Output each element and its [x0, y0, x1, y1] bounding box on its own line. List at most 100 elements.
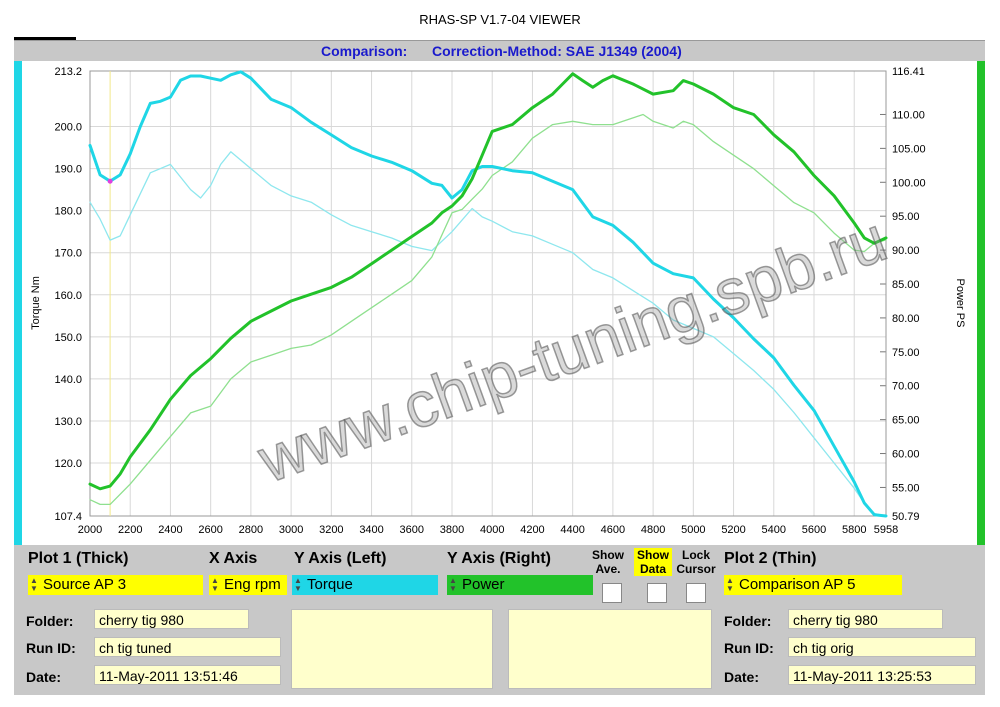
yright-select[interactable]: ▲ ▼ Power	[447, 575, 593, 595]
yleft-select[interactable]: ▲ ▼ Torque	[292, 575, 438, 595]
dyno-chart[interactable]: 2000 2200 2400 2600 2800 3000 3200 3400 3600 3800…	[22, 61, 977, 545]
y-right-tick-label: 105.00	[892, 143, 926, 155]
run1-folder-label: Folder:	[26, 613, 74, 629]
x-tick-label: 4200	[520, 524, 544, 536]
chart-ticks: 2000 2200 2400 2600 2800 3000 3200 3400 3600 3800…	[54, 66, 925, 536]
y-left-tick-label: 150.0	[54, 332, 82, 344]
run1-date-field: 11-May-2011 13:51:46	[94, 665, 281, 685]
show-data-checkbox[interactable]	[647, 583, 667, 603]
x-tick-label: 3400	[359, 524, 383, 536]
show-ave-checkbox[interactable]	[602, 583, 622, 603]
run2-date-field: 11-May-2011 13:25:53	[788, 665, 976, 685]
run1-runid-label: Run ID:	[26, 640, 76, 656]
x-tick-label: 4600	[601, 524, 625, 536]
lock-cursor-checkbox[interactable]	[686, 583, 706, 603]
y-right-tick-label: 75.00	[892, 347, 920, 359]
run1-date-label: Date:	[26, 669, 62, 685]
y-left-tick-label: 107.4	[54, 511, 82, 523]
y-left-tick-label: 190.0	[54, 164, 82, 176]
x-tick-label: 3200	[319, 524, 343, 536]
y-right-tick-label: 65.00	[892, 415, 920, 427]
y-right-tick-label: 116.41	[892, 66, 925, 78]
spinner-icon: ▲ ▼	[726, 576, 734, 593]
spinner-icon: ▲ ▼	[211, 576, 219, 593]
plot-frame	[89, 70, 887, 517]
y-right-tick-label: 85.00	[892, 279, 920, 291]
left-axis-label: Torque Nm	[30, 276, 42, 330]
x-tick-label: 5600	[802, 524, 826, 536]
x-tick-label: 2400	[158, 524, 182, 536]
show-ave-label: Show Ave.	[592, 548, 624, 576]
lock-cursor-label: Lock Cursor	[676, 548, 716, 576]
x-tick-label: 2800	[239, 524, 263, 536]
comparison-label: Comparison:	[321, 43, 408, 59]
plot2-source-value: Comparison AP 5	[739, 576, 856, 593]
x-tick-label: 5200	[721, 524, 745, 536]
window-title: RHAS-SP V1.7-04 VIEWER	[419, 12, 581, 27]
spinner-icon: ▲ ▼	[449, 576, 457, 593]
y-left-tick-label: 140.0	[54, 374, 82, 386]
notes-box-1	[291, 609, 493, 689]
y-left-tick-label: 120.0	[54, 458, 82, 470]
torque-thin-line	[89, 151, 887, 517]
x-tick-label: 5400	[762, 524, 786, 536]
x-tick-label: 5000	[681, 524, 705, 536]
plot1-heading: Plot 1 (Thick)	[28, 550, 129, 567]
y-left-tick-label: 213.2	[54, 66, 82, 78]
torque-thick-line	[88, 70, 888, 518]
x-tick-label: 4400	[560, 524, 584, 536]
x-tick-label: 3000	[279, 524, 303, 536]
x-tick-label: 3800	[440, 524, 464, 536]
run2-runid-field: ch tig orig	[788, 637, 976, 657]
x-tick-label: 4800	[641, 524, 665, 536]
y-left-tick-label: 130.0	[54, 416, 82, 428]
power-thick-line	[88, 72, 888, 491]
right-axis-label: Power PS	[954, 279, 966, 328]
spinner-icon: ▲ ▼	[30, 576, 38, 593]
y-right-tick-label: 60.00	[892, 449, 920, 461]
power-thin-line	[89, 113, 887, 506]
correction-method-label: Correction-Method: SAE J1349 (2004)	[432, 43, 682, 59]
comparison-header: Comparison: Correction-Method: SAE J1349…	[14, 40, 985, 62]
x-tick-label: 3600	[400, 524, 424, 536]
x-tick-label: 2600	[198, 524, 222, 536]
xaxis-heading: X Axis	[209, 550, 258, 567]
yleft-value: Torque	[307, 576, 353, 593]
y-left-tick-label: 180.0	[54, 206, 82, 218]
x-tick-label: 4000	[480, 524, 504, 536]
run1-runid-field: ch tig tuned	[94, 637, 281, 657]
plot1-source-value: Source AP 3	[43, 576, 127, 593]
x-tick-label: 5958	[874, 524, 898, 536]
y-left-tick-label: 170.0	[54, 248, 82, 260]
y-right-tick-label: 80.00	[892, 313, 920, 325]
x-tick-label: 2200	[118, 524, 142, 536]
control-panel: Plot 1 (Thick) X Axis Y Axis (Left) Y Ax…	[14, 545, 985, 695]
y-right-tick-label: 100.00	[892, 177, 926, 189]
yleft-heading: Y Axis (Left)	[294, 550, 387, 567]
left-axis-color-bar	[14, 61, 22, 545]
run2-date-label: Date:	[724, 669, 760, 685]
y-right-tick-label: 50.79	[892, 511, 920, 523]
spinner-icon: ▲ ▼	[294, 576, 302, 593]
x-tick-label: 2000	[78, 524, 102, 536]
y-left-tick-label: 160.0	[54, 290, 82, 302]
plot1-source-select[interactable]: ▲ ▼ Source AP 3	[28, 575, 203, 595]
y-right-tick-label: 70.00	[892, 381, 920, 393]
show-data-label: Show Data	[634, 548, 672, 576]
right-axis-color-bar	[977, 61, 985, 545]
plot2-source-select[interactable]: ▲ ▼ Comparison AP 5	[724, 575, 902, 595]
cursor-marker	[107, 178, 113, 184]
menu-strip	[14, 37, 76, 42]
plot2-heading: Plot 2 (Thin)	[724, 550, 817, 567]
xaxis-value: Eng rpm	[224, 576, 281, 593]
y-left-tick-label: 200.0	[54, 122, 82, 134]
yright-value: Power	[462, 576, 505, 593]
chart-series	[88, 70, 888, 518]
y-right-tick-label: 55.00	[892, 482, 920, 494]
y-right-tick-label: 110.00	[892, 109, 925, 121]
xaxis-select[interactable]: ▲ ▼ Eng rpm	[209, 575, 287, 595]
y-right-tick-label: 90.00	[892, 245, 920, 257]
run1-folder-field: cherry tig 980	[94, 609, 249, 629]
run2-runid-label: Run ID:	[724, 640, 774, 656]
run2-folder-label: Folder:	[724, 613, 772, 629]
